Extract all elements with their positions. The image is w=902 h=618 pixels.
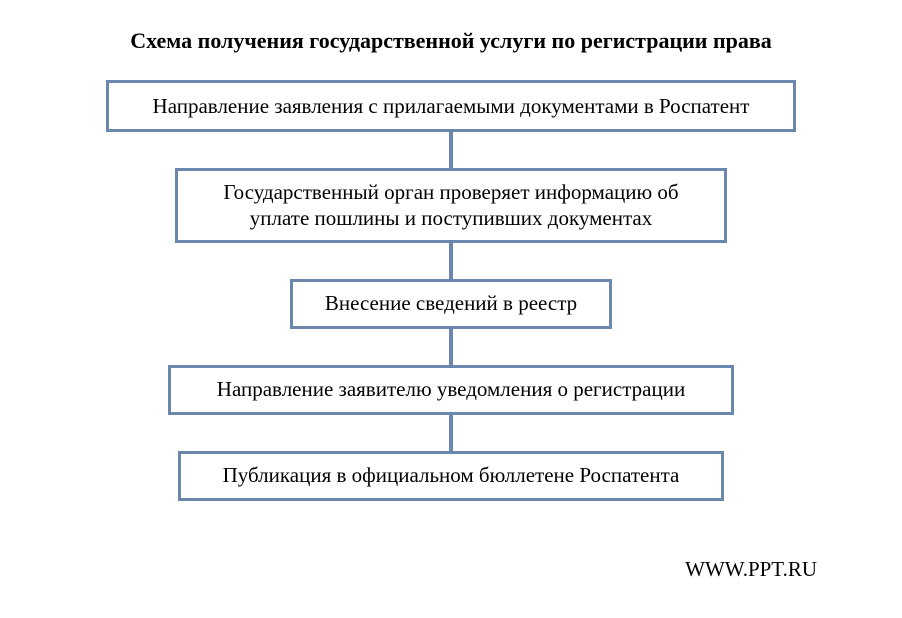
flow-box-3: Внесение сведений в реестр [290,279,612,329]
flow-box-4-text: Направление заявителю уведомления о реги… [217,376,685,402]
flow-box-3-text: Внесение сведений в реестр [325,290,577,316]
page-title: Схема получения государственной услуги п… [0,0,902,54]
connector-2 [449,243,453,279]
flow-box-2-text: Государственный орган проверяет информац… [198,179,704,232]
connector-3 [449,329,453,365]
flow-box-1-text: Направление заявления с прилагаемыми док… [153,93,750,119]
footer-url: WWW.PPT.RU [685,557,817,582]
flowchart: Направление заявления с прилагаемыми док… [0,80,902,501]
flow-box-2: Государственный орган проверяет информац… [175,168,727,243]
flow-box-1: Направление заявления с прилагаемыми док… [106,80,796,132]
flow-box-4: Направление заявителю уведомления о реги… [168,365,734,415]
flow-box-5-text: Публикация в официальном бюллетене Роспа… [223,462,680,488]
connector-4 [449,415,453,451]
connector-1 [449,132,453,168]
flow-box-5: Публикация в официальном бюллетене Роспа… [178,451,724,501]
